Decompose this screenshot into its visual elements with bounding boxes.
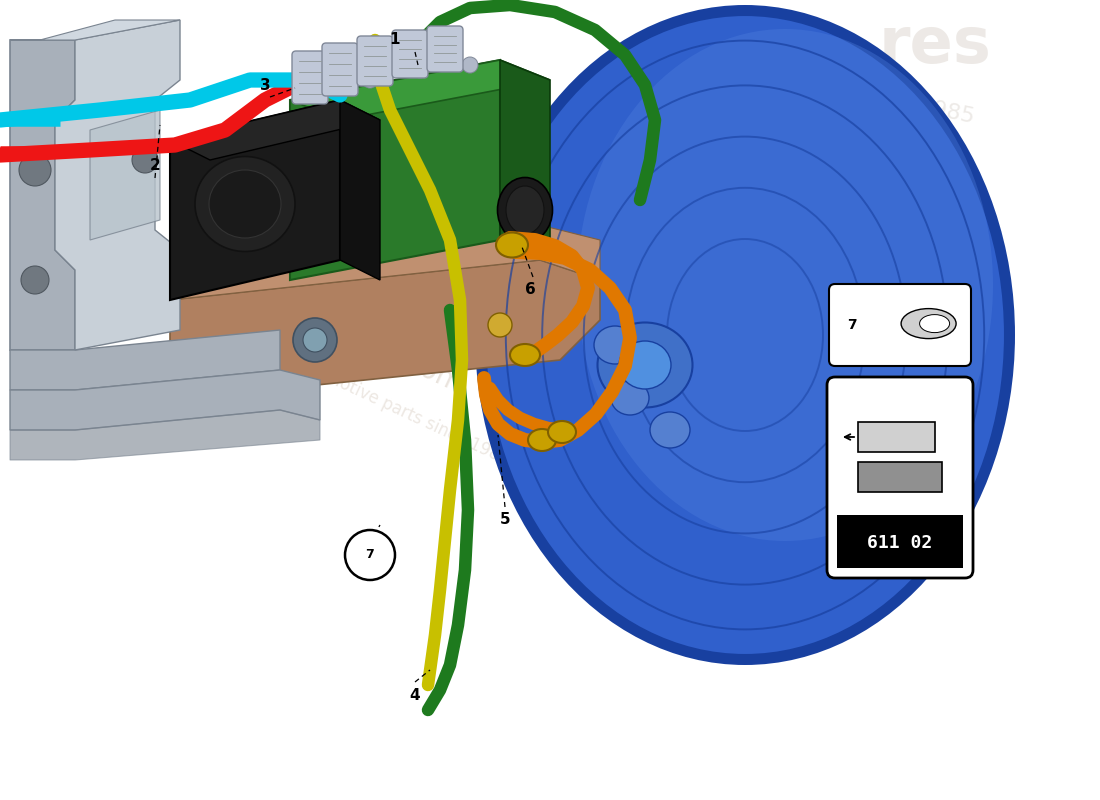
Ellipse shape xyxy=(195,157,295,251)
Ellipse shape xyxy=(496,233,528,258)
Circle shape xyxy=(21,266,50,294)
Polygon shape xyxy=(170,220,600,300)
Ellipse shape xyxy=(506,186,544,234)
Polygon shape xyxy=(10,410,320,460)
Polygon shape xyxy=(170,100,380,160)
Polygon shape xyxy=(10,370,320,430)
Circle shape xyxy=(362,72,378,88)
Text: 3: 3 xyxy=(260,78,271,93)
Ellipse shape xyxy=(528,429,556,451)
Ellipse shape xyxy=(610,381,649,415)
FancyBboxPatch shape xyxy=(392,30,428,78)
FancyBboxPatch shape xyxy=(292,51,328,104)
Text: 4: 4 xyxy=(409,687,420,702)
Circle shape xyxy=(345,530,395,580)
Ellipse shape xyxy=(548,421,576,443)
Polygon shape xyxy=(170,100,340,300)
Circle shape xyxy=(312,82,328,98)
Polygon shape xyxy=(858,462,942,492)
Ellipse shape xyxy=(597,322,693,407)
Text: automotive parts since 1985: automotive parts since 1985 xyxy=(288,351,512,469)
Ellipse shape xyxy=(920,314,949,333)
Text: since 1985: since 1985 xyxy=(854,82,977,127)
Text: 6: 6 xyxy=(525,282,536,298)
Ellipse shape xyxy=(497,178,552,242)
Polygon shape xyxy=(55,20,180,350)
FancyBboxPatch shape xyxy=(322,43,358,96)
Polygon shape xyxy=(290,60,500,280)
Text: 1: 1 xyxy=(389,33,400,47)
Ellipse shape xyxy=(619,341,671,389)
Polygon shape xyxy=(500,60,550,260)
Circle shape xyxy=(412,62,428,78)
Circle shape xyxy=(302,328,327,352)
Ellipse shape xyxy=(485,15,1005,655)
Ellipse shape xyxy=(650,412,690,448)
FancyBboxPatch shape xyxy=(427,26,463,72)
Text: 7: 7 xyxy=(847,318,857,332)
Polygon shape xyxy=(170,260,600,400)
Circle shape xyxy=(19,154,51,186)
Polygon shape xyxy=(10,20,180,40)
Circle shape xyxy=(293,318,337,362)
FancyBboxPatch shape xyxy=(827,377,974,578)
FancyBboxPatch shape xyxy=(837,515,962,568)
Ellipse shape xyxy=(209,170,280,238)
Circle shape xyxy=(462,57,478,73)
Text: res: res xyxy=(879,14,991,76)
Polygon shape xyxy=(858,422,935,452)
Polygon shape xyxy=(340,100,379,280)
Circle shape xyxy=(132,147,158,173)
FancyBboxPatch shape xyxy=(829,284,971,366)
Polygon shape xyxy=(10,40,75,350)
Text: 5: 5 xyxy=(499,513,510,527)
FancyBboxPatch shape xyxy=(358,36,393,86)
Polygon shape xyxy=(90,110,160,240)
Circle shape xyxy=(488,313,512,337)
Ellipse shape xyxy=(475,5,1015,665)
Polygon shape xyxy=(10,330,280,390)
Ellipse shape xyxy=(510,344,540,366)
Ellipse shape xyxy=(578,29,993,541)
Ellipse shape xyxy=(594,326,636,364)
Text: 7: 7 xyxy=(365,549,374,562)
Text: 2: 2 xyxy=(150,158,161,173)
Text: 611 02: 611 02 xyxy=(868,534,933,551)
Text: lambsparts.com: lambsparts.com xyxy=(253,280,468,400)
Ellipse shape xyxy=(901,309,956,338)
Polygon shape xyxy=(290,60,550,120)
